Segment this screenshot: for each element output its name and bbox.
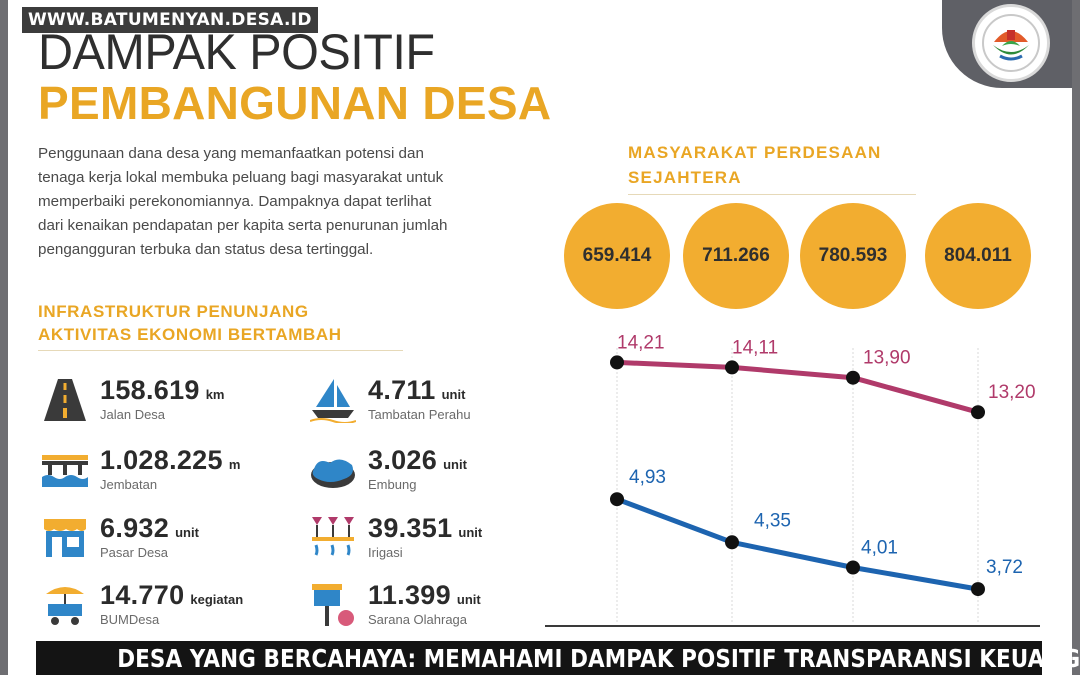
income-bubble: 804.011 — [925, 203, 1031, 309]
infrastructure-heading-line: AKTIVITAS EKONOMI BERTAMBAH — [38, 325, 342, 344]
data-point — [725, 360, 739, 375]
data-point — [610, 355, 624, 370]
data-label: 4,35 — [754, 510, 791, 531]
stat-unit: m — [228, 457, 241, 472]
stat-label: Embung — [368, 477, 417, 492]
stat-unit: unit — [175, 525, 199, 540]
stat-label: BUMDesa — [100, 612, 160, 627]
stat-label: Jalan Desa — [100, 407, 166, 422]
data-label: 4,01 — [861, 538, 898, 559]
stat-value: 4.711 — [368, 375, 436, 405]
data-point — [846, 560, 860, 575]
stat-unit: unit — [458, 525, 483, 540]
data-point — [846, 370, 860, 385]
income-bubble: 659.414 — [564, 203, 670, 309]
stat-unit: unit — [441, 387, 466, 402]
intro-line: memperbaiki perekonomiannya. Dampaknya d… — [38, 193, 432, 210]
caption-text: DESA YANG BERCAHAYA: MEMAHAMI DAMPAK POS… — [117, 644, 1080, 673]
intro-line: tenaga kerja lokal membuka peluang bagi … — [38, 169, 444, 186]
title-line-1: DAMPAK POSITIF — [38, 24, 435, 80]
intro-line: dari kenaikan pendapatan per kapita sert… — [38, 217, 448, 234]
stat-value: 6.932 — [100, 513, 170, 543]
data-point — [725, 535, 739, 550]
right-border — [1072, 0, 1080, 675]
infrastructure-heading-line: INFRASTRUKTUR PENUNJANG — [38, 302, 309, 321]
left-border — [0, 0, 8, 675]
data-label: 4,93 — [629, 467, 666, 488]
stat-value: 14.770 — [100, 580, 185, 610]
series-line — [614, 496, 981, 592]
chart-heading-line: MASYARAKAT PERDESAAN — [628, 143, 882, 162]
intro-line: Penggunaan dana desa yang memanfaatkan p… — [38, 145, 424, 162]
pond-icon — [311, 459, 355, 488]
data-label: 13,90 — [863, 348, 911, 369]
ministry-logo-icon — [972, 4, 1050, 82]
stat-label: Pasar Desa — [100, 545, 168, 560]
site-watermark: WWW.BATUMENYAN.DESA.ID — [22, 7, 318, 33]
caption-banner: DESA YANG BERCAHAYA: MEMAHAMI DAMPAK POS… — [36, 641, 1080, 675]
intro-paragraph: Penggunaan dana desa yang memanfaatkan p… — [38, 142, 548, 262]
stat-unit: km — [205, 387, 225, 402]
stat-label: Jembatan — [100, 477, 158, 492]
market-icon — [44, 519, 86, 557]
stat-value: 39.351 — [368, 513, 453, 543]
intro-line: pengangguran terbuka dan status desa ter… — [38, 241, 374, 258]
data-label: 14,21 — [617, 332, 665, 353]
stat-label: Irigasi — [368, 545, 403, 560]
stat-value: 158.619 — [100, 375, 200, 405]
data-label: 14,11 — [732, 337, 778, 358]
infrastructure-heading: INFRASTRUKTUR PENUNJANG AKTIVITAS EKONOM… — [38, 300, 403, 351]
irrigation-icon — [312, 517, 354, 556]
cart-icon — [46, 587, 84, 625]
data-label: 13,20 — [988, 382, 1036, 403]
stat-value: 11.399 — [368, 580, 451, 610]
road-icon — [44, 379, 86, 421]
title-line-2: PEMBANGUNAN DESA — [38, 77, 552, 129]
stat-unit: kegiatan — [190, 592, 244, 607]
stat-value: 3.026 — [368, 445, 438, 475]
chart-heading: MASYARAKAT PERDESAAN SEJAHTERA — [628, 140, 916, 195]
stat-label: Sarana Olahraga — [368, 612, 468, 627]
bridge-icon — [42, 455, 88, 487]
data-label: 3,72 — [986, 557, 1023, 578]
stat-value: 1.028.225 — [100, 445, 223, 475]
income-bubble: 780.593 — [800, 203, 906, 309]
chart-heading-line: SEJAHTERA — [628, 168, 742, 187]
sports-icon — [312, 584, 354, 626]
stat-unit: unit — [456, 592, 481, 607]
stat-label: Tambatan Perahu — [368, 407, 471, 422]
stat-unit: unit — [443, 457, 467, 472]
data-point — [971, 405, 985, 420]
income-bubble: 711.266 — [683, 203, 789, 309]
data-point — [971, 582, 985, 597]
boat-icon — [310, 379, 356, 423]
series-line — [614, 359, 981, 415]
data-point — [610, 492, 624, 507]
